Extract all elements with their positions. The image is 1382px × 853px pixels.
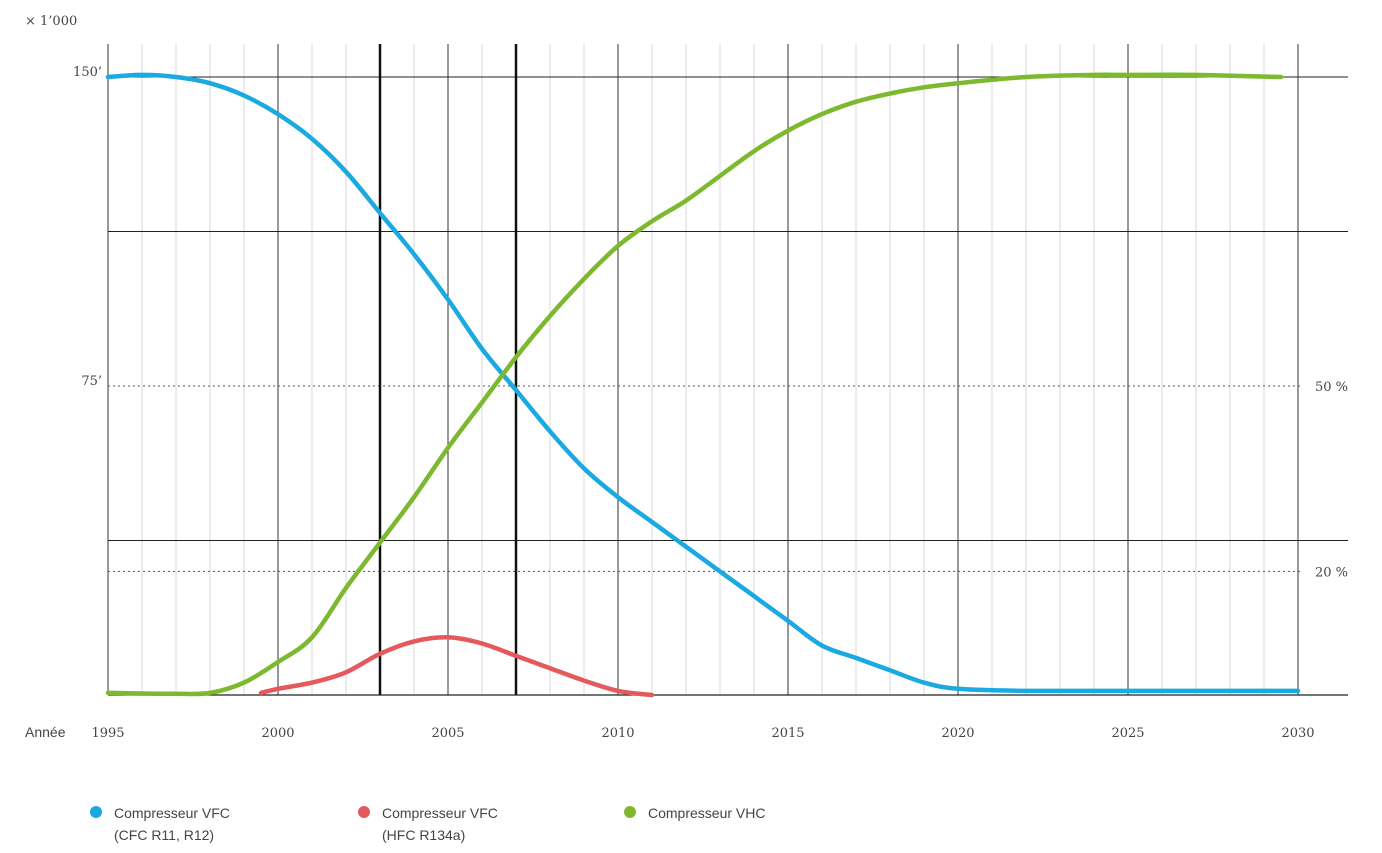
right-percent-label-75: 50 % xyxy=(1315,380,1348,395)
minor-gridlines xyxy=(141,44,1265,695)
legend-item-vfc-cfc: Compresseur VFC (CFC R11, R12) xyxy=(90,802,230,846)
horizontal-gridlines xyxy=(108,76,1348,696)
major-gridlines xyxy=(107,44,1299,695)
y-tick-label-75: 75’ xyxy=(81,374,102,389)
legend-label-vfc-cfc: Compresseur VFC xyxy=(114,805,230,821)
x-tick-label-2025: 2025 xyxy=(1111,726,1144,741)
legend-item-vfc-hfc: Compresseur VFC (HFC R134a) xyxy=(358,802,498,846)
x-axis-prefix-label: Année xyxy=(25,724,66,740)
right-percent-label-30: 20 % xyxy=(1315,565,1348,580)
legend-swatch-vhc xyxy=(624,806,636,818)
x-tick-label-2030: 2030 xyxy=(1281,726,1314,741)
axis-labels: 1995 2000 2005 2010 2015 2020 2025 2030 150’ 75’ 5… xyxy=(73,65,1348,741)
x-tick-label-2020: 2020 xyxy=(941,726,974,741)
legend-item-vhc: Compresseur VHC xyxy=(624,802,766,824)
x-tick-label-1995: 1995 xyxy=(91,726,124,741)
legend-swatch-vfc-cfc xyxy=(90,806,102,818)
legend-label-vhc: Compresseur VHC xyxy=(648,805,766,821)
series-line-vfc-hfc xyxy=(258,635,655,698)
legend-swatch-vfc-hfc xyxy=(358,806,370,818)
x-tick-label-2005: 2005 xyxy=(431,726,464,741)
x-tick-label-2010: 2010 xyxy=(601,726,634,741)
legend-label-vfc-hfc: Compresseur VFC xyxy=(382,805,498,821)
legend-sublabel-vfc-hfc: (HFC R134a) xyxy=(382,827,466,843)
y-tick-label-150: 150’ xyxy=(73,65,102,80)
chart-canvas: 1995 2000 2005 2010 2015 2020 2025 2030 150’ 75’ 5… xyxy=(25,14,1348,741)
x-tick-label-2000: 2000 xyxy=(261,726,294,741)
series-line-vhc xyxy=(105,72,1284,697)
series-lines xyxy=(105,72,1301,698)
x-tick-label-2015: 2015 xyxy=(771,726,804,741)
y-axis-unit-label: × 1’000 xyxy=(25,14,77,29)
series-line-vfc-cfc xyxy=(105,72,1301,694)
vertical-markers xyxy=(378,44,518,695)
legend-sublabel-vfc-cfc: (CFC R11, R12) xyxy=(114,827,215,843)
